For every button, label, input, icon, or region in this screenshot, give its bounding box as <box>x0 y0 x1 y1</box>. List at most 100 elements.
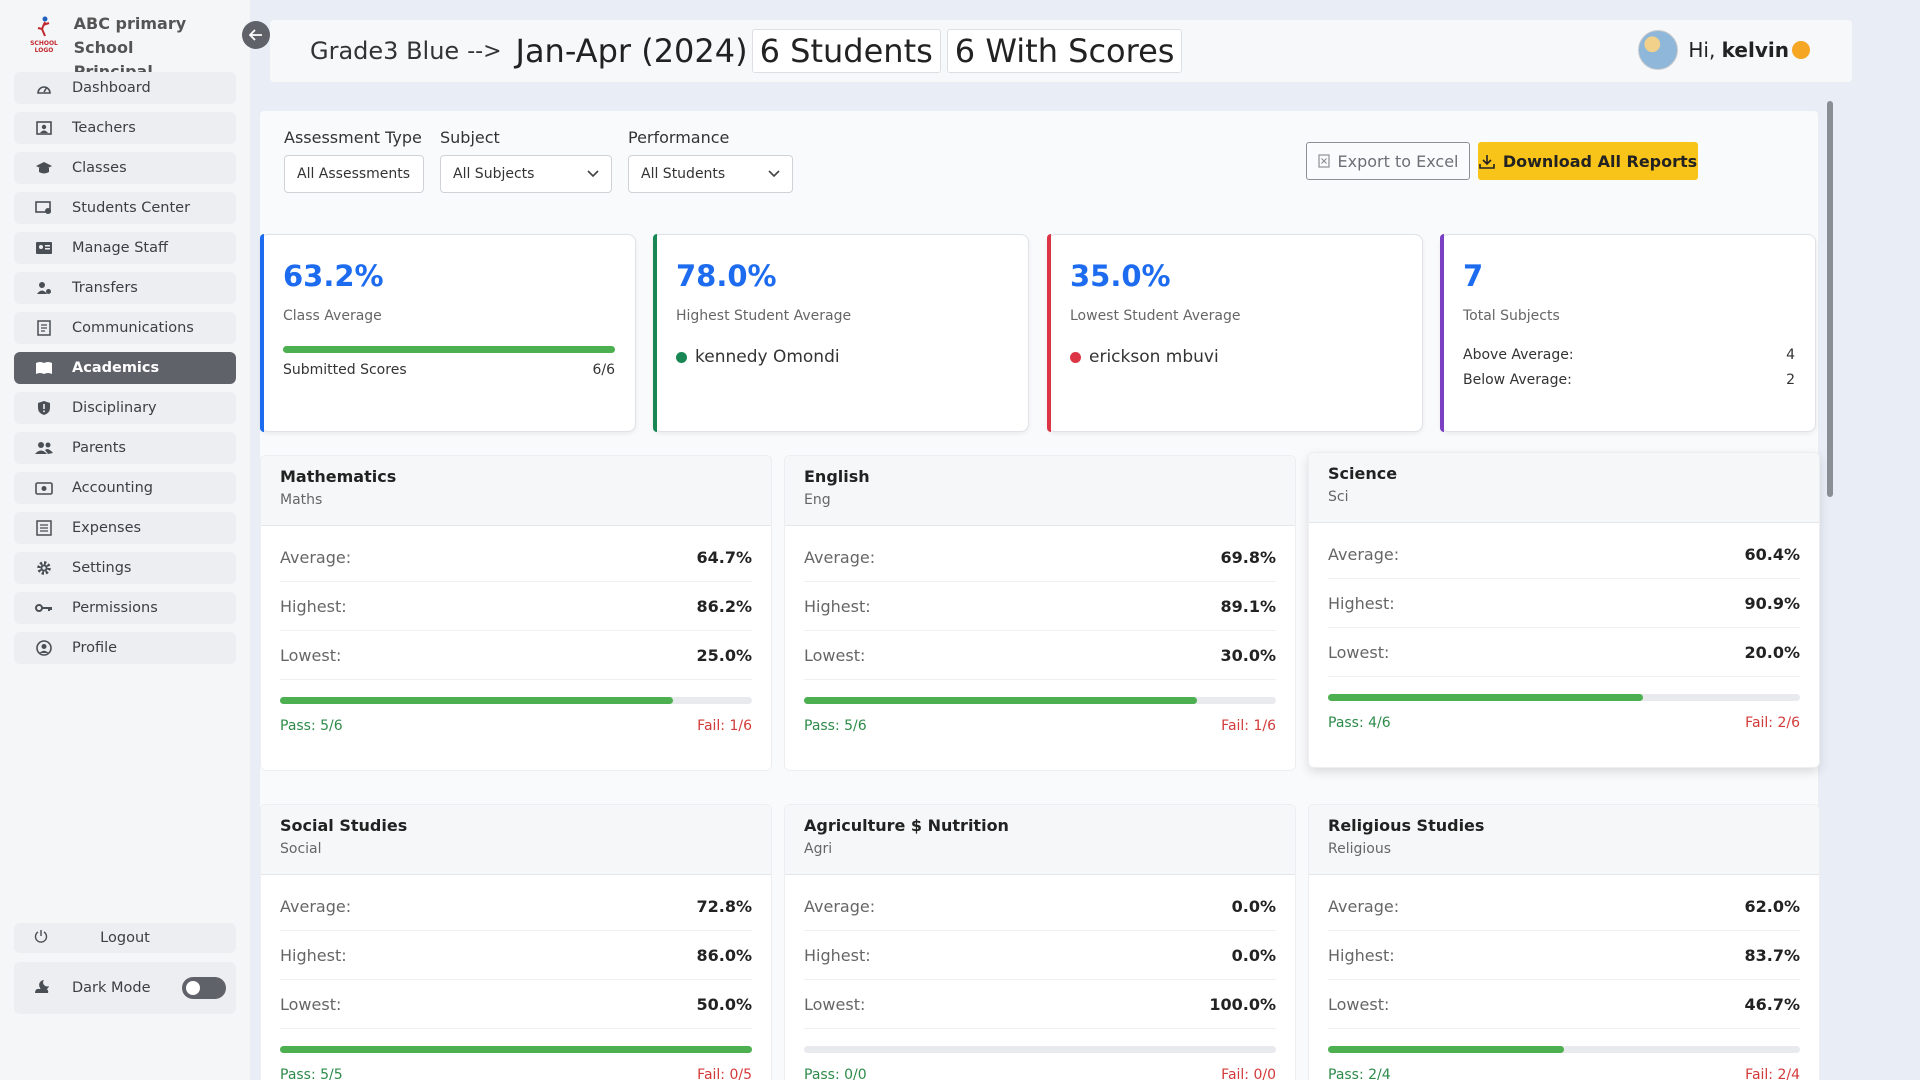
assessment-filter: Assessment Type All Assessments <box>284 128 424 193</box>
highest-row: Highest: 0.0% <box>804 931 1276 980</box>
lowest-label: Lowest: <box>1328 642 1390 662</box>
lowest-value: 46.7% <box>1744 994 1800 1014</box>
download-all-reports-button[interactable]: Download All Reports <box>1478 142 1698 180</box>
export-label: Export to Excel <box>1337 151 1459 171</box>
subject-code: Social <box>280 841 322 857</box>
subject-code: Eng <box>804 492 831 508</box>
lowest-row: Lowest: 20.0% <box>1328 628 1800 677</box>
teacher-icon <box>34 120 54 136</box>
highest-value: 83.7% <box>1744 945 1800 965</box>
subject-card-english[interactable]: English Eng Average: 69.8% Highest: 89.1% … <box>784 455 1296 771</box>
highest-average-card: 78.0% Highest Student Average kennedy Om… <box>653 234 1029 432</box>
submitted-row: Submitted Scores 6/6 <box>283 362 615 378</box>
sidebar-item-dashboard[interactable]: Dashboard <box>14 72 236 104</box>
highest-row: Highest: 90.9% <box>1328 579 1800 628</box>
average-value: 69.8% <box>1220 547 1276 567</box>
pass-rate-bar <box>804 697 1276 704</box>
subject-card-religious-studies[interactable]: Religious Studies Religious Average: 62.0… <box>1308 804 1820 1080</box>
sidebar-item-label: Disciplinary <box>72 400 157 416</box>
pass-fail-row: Pass: 2/4 Fail: 2/4 <box>1328 1067 1800 1080</box>
card-accent <box>260 234 264 432</box>
collapse-sidebar-button[interactable] <box>242 21 270 49</box>
school-name: ABC primary School <box>73 14 187 57</box>
pass-fail-row: Pass: 4/6 Fail: 2/6 <box>1328 715 1800 731</box>
submitted-label: Submitted Scores <box>283 362 407 378</box>
sidebar-item-classes[interactable]: Classes <box>14 152 236 184</box>
book-icon <box>34 360 54 376</box>
subject-name: English <box>804 467 870 486</box>
highest-value: 89.1% <box>1220 596 1276 616</box>
subject-card-social-studies[interactable]: Social Studies Social Average: 72.8% High… <box>260 804 772 1080</box>
class-average-value: 63.2% <box>283 259 384 293</box>
scrollbar[interactable] <box>1827 101 1833 497</box>
logout-button[interactable]: Logout <box>14 923 236 953</box>
average-row: Average: 69.8% <box>804 533 1276 582</box>
sidebar-item-expenses[interactable]: Expenses <box>14 512 236 544</box>
assessment-value: All Assessments <box>297 166 411 182</box>
lowest-row: Lowest: 100.0% <box>804 980 1276 1029</box>
sidebar-item-academics[interactable]: Academics <box>14 352 236 384</box>
sidebar-item-students-center[interactable]: Students Center <box>14 192 236 224</box>
avatar[interactable] <box>1638 30 1679 70</box>
subject-name: Social Studies <box>280 816 408 835</box>
export-excel-button[interactable]: Export to Excel <box>1306 142 1470 180</box>
lowest-value: 25.0% <box>696 645 752 665</box>
download-label: Download All Reports <box>1502 151 1698 171</box>
sidebar-item-label: Dashboard <box>72 80 151 96</box>
highest-label: Highest: <box>804 945 871 965</box>
subject-select[interactable]: All Subjects <box>440 155 612 193</box>
pass-fail-row: Pass: 5/6 Fail: 1/6 <box>804 718 1276 734</box>
sidebar-item-label: Accounting <box>72 480 153 496</box>
performance-select[interactable]: All Students <box>628 155 793 193</box>
card-accent <box>1047 234 1051 432</box>
subject-card-agriculture[interactable]: Agriculture $ Nutrition Agri Average: 0.0… <box>784 804 1296 1080</box>
sidebar-item-transfers[interactable]: Transfers <box>14 272 236 304</box>
lowest-label: Lowest: <box>1328 994 1390 1014</box>
sidebar-item-label: Permissions <box>72 600 158 616</box>
sidebar-item-communications[interactable]: Communications <box>14 312 236 344</box>
bottom-student: erickson mbuvi <box>1070 347 1219 367</box>
pass-rate-fill <box>804 697 1198 704</box>
average-label: Average: <box>1328 544 1400 564</box>
document-icon <box>34 320 54 336</box>
sidebar-item-accounting[interactable]: Accounting <box>14 472 236 504</box>
sidebar-item-disciplinary[interactable]: Disciplinary <box>14 392 236 424</box>
average-label: Average: <box>280 547 352 567</box>
smiley-icon <box>1792 41 1810 59</box>
class-average-label: Class Average <box>283 308 382 324</box>
pass-fail-row: Pass: 5/6 Fail: 1/6 <box>280 718 752 734</box>
sidebar-item-manage-staff[interactable]: Manage Staff <box>14 232 236 264</box>
pass-rate-bar <box>280 1046 752 1053</box>
sidebar-item-parents[interactable]: Parents <box>14 432 236 464</box>
pass-count: Pass: 5/5 <box>280 1067 343 1080</box>
user-name: kelvin <box>1721 38 1789 62</box>
sidebar-item-settings[interactable]: Settings <box>14 552 236 584</box>
lowest-row: Lowest: 25.0% <box>280 631 752 680</box>
dark-mode-row: Dark Mode <box>14 962 236 1014</box>
highest-row: Highest: 86.0% <box>280 931 752 980</box>
highest-label: Highest: <box>804 596 871 616</box>
pass-rate-bar <box>280 697 752 704</box>
sidebar-item-teachers[interactable]: Teachers <box>14 112 236 144</box>
sidebar-item-permissions[interactable]: Permissions <box>14 592 236 624</box>
shield-icon <box>34 400 54 416</box>
lowest-average-card: 35.0% Lowest Student Average erickson mb… <box>1047 234 1423 432</box>
sidebar-item-label: Expenses <box>72 520 142 536</box>
highest-value: 86.2% <box>696 596 752 616</box>
user-menu[interactable]: Hi, kelvin <box>1638 30 1810 70</box>
subject-name: Science <box>1328 464 1398 483</box>
chevron-down-icon <box>587 167 599 181</box>
performance-value: All Students <box>641 166 726 182</box>
average-value: 0.0% <box>1231 896 1276 916</box>
above-average-label: Above Average: <box>1463 347 1574 363</box>
dark-mode-toggle[interactable] <box>182 977 226 999</box>
performance-filter: Performance All Students <box>628 128 793 193</box>
sidebar-item-label: Communications <box>72 320 194 336</box>
subject-card-mathematics[interactable]: Mathematics Maths Average: 64.7% Highest:… <box>260 455 772 771</box>
fail-count: Fail: 0/5 <box>697 1067 752 1080</box>
assessment-select[interactable]: All Assessments <box>284 155 424 193</box>
subject-card-header: Religious Studies Religious <box>1309 805 1819 875</box>
subject-card-science[interactable]: Science Sci Average: 60.4% Highest: 90.9% … <box>1308 452 1820 768</box>
pass-count: Pass: 0/0 <box>804 1067 867 1080</box>
sidebar-item-profile[interactable]: Profile <box>14 632 236 664</box>
